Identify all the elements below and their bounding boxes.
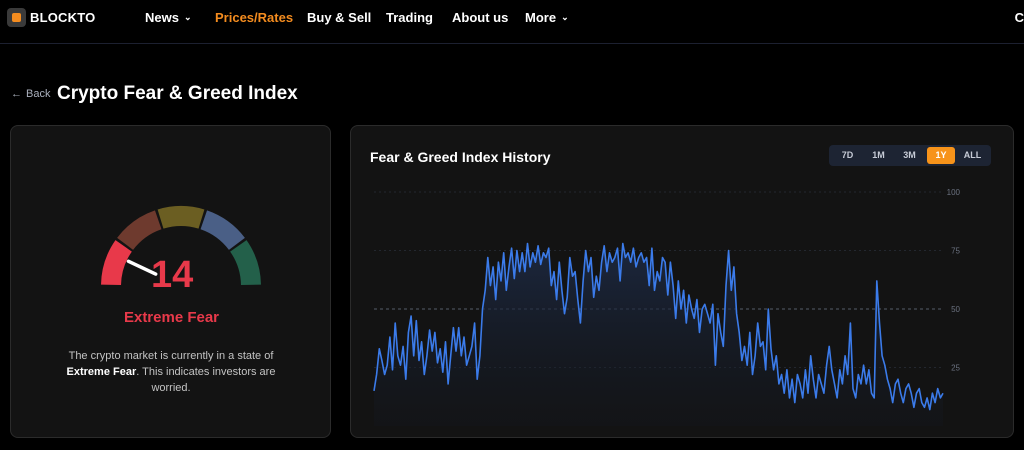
y-tick-label: 50 xyxy=(951,305,960,314)
gauge-value: 14 xyxy=(151,254,194,296)
top-nav: BLOCKTO News ⌄ Prices/Rates Buy & Sell T… xyxy=(0,0,1024,36)
nav-edge-text[interactable]: C xyxy=(1014,10,1024,25)
nav-item-label: Prices/Rates xyxy=(215,10,294,25)
range-3m-button[interactable]: 3M xyxy=(903,150,916,160)
back-link[interactable]: ← Back xyxy=(11,88,50,100)
nav-item-label: About us xyxy=(452,10,509,25)
gauge-arc xyxy=(101,206,261,286)
nav-item-buy-sell[interactable]: Buy & Sell xyxy=(307,10,371,25)
nav-item-news[interactable]: News ⌄ xyxy=(145,10,192,25)
nav-item-trading[interactable]: Trading xyxy=(386,10,433,25)
chevron-down-icon: ⌄ xyxy=(561,12,569,22)
gauge-segment-fear xyxy=(117,210,162,251)
page-title: Crypto Fear & Greed Index xyxy=(57,83,298,104)
gauge-segment-neutral xyxy=(157,206,205,229)
nav-item-more[interactable]: More ⌄ xyxy=(525,10,569,25)
gauge-segment-extreme-greed xyxy=(229,240,261,286)
y-tick-label: 100 xyxy=(947,188,961,197)
range-all-button[interactable]: ALL xyxy=(963,150,982,160)
arrow-left-icon: ← xyxy=(11,88,22,100)
range-1y-button[interactable]: 1Y xyxy=(927,147,955,164)
gauge-description: The crypto market is currently in a stat… xyxy=(66,350,276,394)
gauge-needle xyxy=(126,259,158,276)
gauge-segment-extreme-fear xyxy=(101,240,133,286)
history-chart: 25 50 75 100 xyxy=(373,188,961,426)
logo[interactable]: BLOCKTO xyxy=(7,8,95,27)
gauge-segment-greed xyxy=(200,210,245,251)
nav-item-label: News xyxy=(145,10,179,25)
chevron-down-icon: ⌄ xyxy=(183,12,192,22)
nav-item-label: Trading xyxy=(386,10,433,25)
nav-item-label: More xyxy=(525,10,557,25)
chart-area xyxy=(374,243,943,426)
range-selector: 7D 1M 3M 1Y ALL xyxy=(829,145,991,166)
chart-title: Fear & Greed Index History xyxy=(370,149,551,165)
nav-item-label: Buy & Sell xyxy=(307,10,372,25)
nav-item-prices-rates[interactable]: Prices/Rates xyxy=(215,10,293,25)
nav-divider xyxy=(0,43,1024,44)
history-card: 25 50 75 100 Fear & Greed Index History 7D … xyxy=(350,125,1014,438)
back-label: Back xyxy=(26,88,51,100)
range-7d-button[interactable]: 7D xyxy=(841,150,854,160)
range-1m-button[interactable]: 1M xyxy=(872,150,885,160)
nav-item-about-us[interactable]: About us xyxy=(452,10,508,25)
gauge-label: Extreme Fear xyxy=(123,309,220,326)
y-tick-label: 25 xyxy=(951,364,960,373)
logo-icon xyxy=(7,8,26,27)
y-tick-label: 75 xyxy=(951,247,960,256)
chart-series-line xyxy=(373,242,944,411)
gauge-card: 14 Extreme Fear The crypto market is cur… xyxy=(10,125,331,438)
logo-text: BLOCKTO xyxy=(30,10,96,25)
